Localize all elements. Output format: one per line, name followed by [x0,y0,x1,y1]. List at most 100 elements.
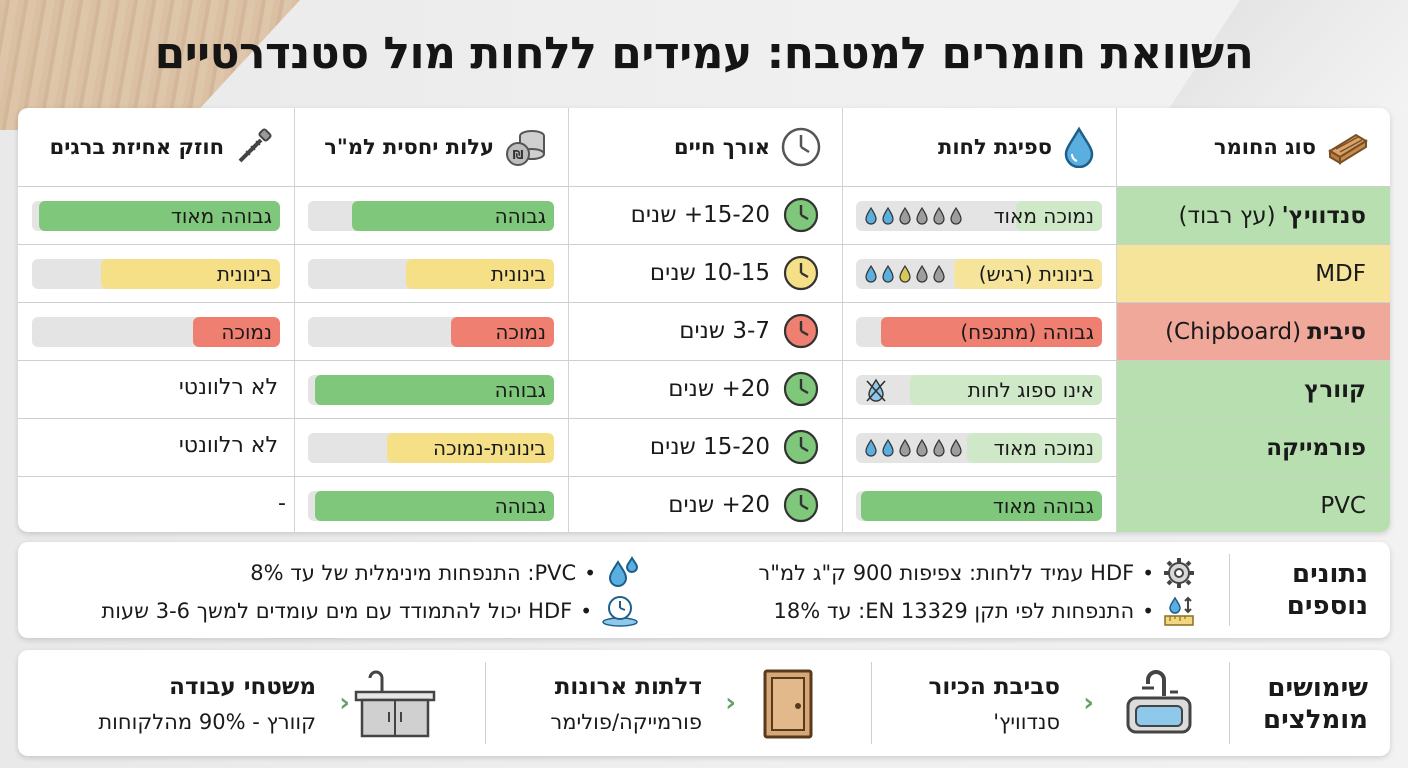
value-text: לא רלוונטי [178,375,278,400]
level-bar: נמוכה [308,317,554,347]
panel-divider [485,662,486,744]
status-clock-icon [783,487,819,523]
fact-item: • HDF יכול להתמודד עם מים עומדים למשך 3-… [101,594,640,628]
lifespan-value: 20+ שנים [668,486,820,524]
level-bar-fill [101,259,280,289]
level-label: אינו ספוג לחות [967,378,1094,402]
column-header-label: ספיגת לחות [938,135,1052,159]
column-header-label: אורך חיים [674,135,770,159]
lifespan-value: 3-7 שנים [679,312,820,350]
level-bar: נמוכה מאוד [856,201,1102,231]
water-drop-icon [882,265,894,283]
lifespan-label: 20+ שנים [668,492,770,518]
level-label: בינונית (רגיש) [978,262,1094,286]
status-clock-icon [783,197,819,233]
fact-item: • HDF עמיד ללחות: צפיפות 900 ק"ג למ"ר [758,556,1196,590]
no-water-icon [866,378,886,402]
level-bar: גבוהה [308,375,554,405]
panel-divider [1229,554,1230,626]
bullet: • [1142,599,1154,623]
panel-title-line: שימושים [1267,673,1368,703]
lifespan-cell: 3-7 שנים [568,303,842,360]
table-row: MDF בינונית (רגיש) 10-15 שנים בינונית בינוני… [18,244,1390,302]
status-clock-icon [783,429,819,465]
bullet: • [1142,561,1154,585]
coins-icon: ₪ [506,130,545,166]
level-bar-fill [352,201,554,231]
column-header-screw: חוזק אחיזת ברגים [18,108,294,186]
level-label: בינונית [216,262,272,286]
clock-icon [781,127,821,167]
cost-cell: גבוהה [294,361,568,418]
page-title: השוואת חומרים למטבח: עמידים ללחות מול סט… [154,28,1254,79]
water-drop-icon [916,439,928,457]
value-text: - [278,491,286,516]
level-bar: גבוהה מאוד [32,201,280,231]
lifespan-label: 15-20 שנים [649,434,770,460]
fact-text: HDF עמיד ללחות: צפיפות 900 ק"ג למ"ר [758,561,1135,585]
level-bar-fill [315,375,554,405]
absorption-cell: נמוכה מאוד [842,187,1116,244]
absorption-cell: גבוהה (מתנפח) [842,303,1116,360]
chevron-left-icon: ‹ [725,688,736,718]
lifespan-label: 20+ שנים [668,376,770,402]
material-note: (עץ רבוד) [1178,202,1276,229]
lifespan-value: 15-20+ שנים [631,196,820,234]
fact-text: HDF יכול להתמודד עם מים עומדים למשך 3-6 … [101,599,573,623]
fact-text: PVC: התנפחות מינימלית של עד 8% [250,561,577,585]
use-subtitle: פורמייקה/פולימר [550,710,702,734]
drop-rating [864,265,946,283]
screw-icon [238,128,272,163]
panel-divider [871,662,872,744]
door-icon [763,669,813,739]
material-name-cell: MDF [1116,245,1390,302]
column-header-absorption: ספיגת לחות [842,108,1116,186]
status-clock-icon [783,313,819,349]
lifespan-cell: 20+ שנים [568,477,842,532]
level-bar-fill [406,259,554,289]
use-subtitle: סנדוויץ' [993,710,1060,734]
level-bar-fill [193,317,280,347]
cost-cell: נמוכה [294,303,568,360]
level-bar: נמוכה [32,317,280,347]
fact-text: התנפחות לפי תקן EN 13329: עד 18% [773,599,1135,623]
absorption-cell: נמוכה מאוד [842,419,1116,476]
column-header-label: עלות יחסית למ"ר [324,135,494,159]
material-note: MDF [1315,260,1366,287]
lifespan-cell: 20+ שנים [568,361,842,418]
material-name: פורמייקה [1266,434,1366,461]
water-drop-icon [933,439,945,457]
clock-water-icon [602,596,638,627]
material-name-cell: פורמייקה [1116,419,1390,476]
level-label: נמוכה מאוד [993,436,1094,460]
level-label: גבוהה [494,378,546,402]
use-item-countertops: משטחי עבודה קוורץ - 90% מהלקוחות ‹ [30,650,476,756]
gear-icon [1164,558,1194,588]
level-bar-fill [881,317,1102,347]
level-bar: גבוהה [308,491,554,521]
water-drop-icon [899,265,911,283]
lifespan-value: 20+ שנים [668,370,820,408]
chevron-left-icon: ‹ [1083,688,1094,718]
water-drop-icon [865,265,877,283]
level-bar: בינונית [308,259,554,289]
chevron-left-icon: ‹ [339,688,350,718]
recommended-uses-panel: שימושים מומלצים סביבת הכיור סנדוויץ' ‹ ד… [18,650,1390,756]
level-label: גבוהה מאוד [992,494,1094,518]
level-bar-fill [861,491,1102,521]
lifespan-cell: 15-20+ שנים [568,187,842,244]
level-bar-fill [1016,201,1102,231]
cost-cell: גבוהה [294,187,568,244]
level-bar-fill [315,491,554,521]
counter-icon [354,670,436,738]
lifespan-label: 10-15 שנים [649,260,770,286]
material-name: סיבית [1307,318,1366,345]
water-drop-icon [882,439,894,457]
level-bar-fill [910,375,1102,405]
sink-icon [1126,670,1192,734]
cost-cell: בינונית-נמוכה [294,419,568,476]
fact-item: • PVC: התנפחות מינימלית של עד 8% [250,556,640,590]
lifespan-value: 10-15 שנים [650,254,820,292]
material-name: קוורץ [1304,376,1366,403]
fact-item: • התנפחות לפי תקן EN 13329: עד 18% [774,594,1196,628]
